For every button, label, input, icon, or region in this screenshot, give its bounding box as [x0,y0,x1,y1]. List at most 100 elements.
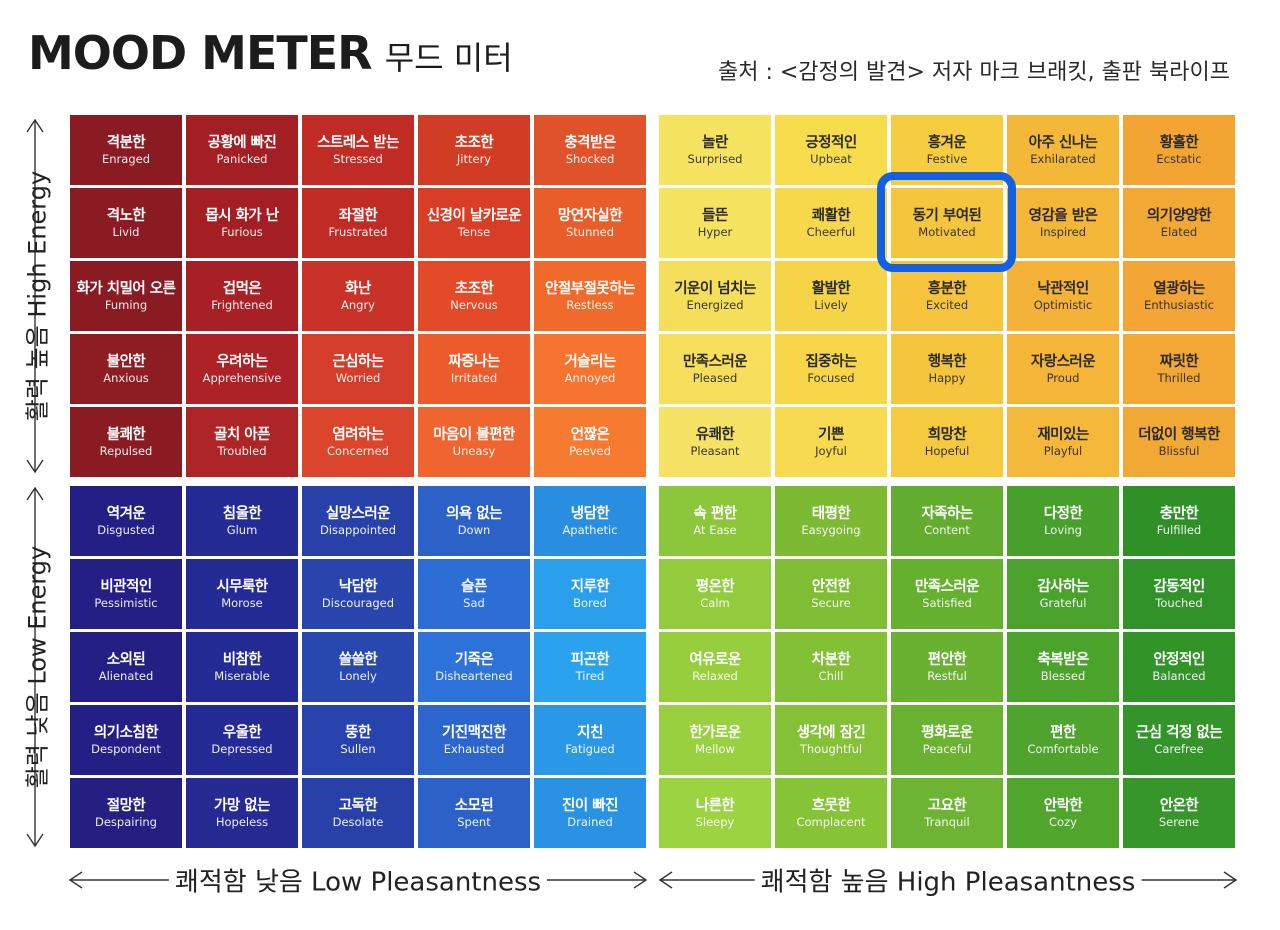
emotion-label-korean: 아주 신나는 [1028,134,1098,151]
emotion-cell: 의기소침한 Despondent [70,705,182,775]
emotion-label-english: Lively [814,297,848,312]
emotion-label-english: Exhausted [443,741,505,756]
emotion-label-english: Joyful [815,443,847,458]
emotion-label-english: Bored [573,595,607,610]
emotion-cell: 근심 걱정 없는 Carefree [1123,705,1235,775]
emotion-label-english: Livid [112,224,140,239]
emotion-label-korean: 뚱한 [345,724,371,741]
emotion-cell: 감동적인 Touched [1123,559,1235,629]
emotion-label-korean: 짜릿한 [1159,353,1199,370]
emotion-label-korean: 열광하는 [1153,280,1205,297]
emotion-label-english: Calm [700,595,730,610]
emotion-label-korean: 평온한 [695,578,735,595]
emotion-label-korean: 기쁜 [818,426,844,443]
x-axis-low-pleasantness-label: 쾌적함 낮음 Low Pleasantness [168,861,548,899]
emotion-cell: 마음이 불편한 Uneasy [418,407,530,477]
emotion-label-korean: 불안한 [106,353,146,370]
emotion-label-korean: 근심 걱정 없는 [1135,724,1223,741]
emotion-label-english: Enthusiastic [1144,297,1214,312]
emotion-cell: 슬픈 Sad [418,559,530,629]
emotion-cell: 좌절한 Frustrated [302,188,414,258]
x-axis-high-pleasantness: 쾌적함 높음 High Pleasantness [660,860,1236,900]
emotion-label-english: At Ease [693,522,737,537]
emotion-label-korean: 기진맥진한 [441,724,507,741]
emotion-cell: 언짢은 Peeved [534,407,646,477]
emotion-label-korean: 기죽은 [454,651,494,668]
emotion-cell: 한가로운 Mellow [659,705,771,775]
emotion-label-english: Focused [807,370,855,385]
emotion-cell: 나른한 Sleepy [659,778,771,848]
emotion-label-korean: 기운이 넘치는 [674,280,756,297]
emotion-label-korean: 편안한 [927,651,967,668]
emotion-label-korean: 골치 아픈 [214,426,270,443]
emotion-label-korean: 우울한 [222,724,262,741]
emotion-label-english: Balanced [1152,668,1206,683]
emotion-label-english: Apprehensive [202,370,282,385]
emotion-cell: 차분한 Chill [775,632,887,702]
emotion-label-english: Playful [1043,443,1083,458]
emotion-label-korean: 소외된 [106,651,146,668]
emotion-label-english: Complacent [796,814,866,829]
emotion-cell: 안정적인 Balanced [1123,632,1235,702]
emotion-cell: 지친 Fatigued [534,705,646,775]
emotion-label-korean: 긍정적인 [805,134,857,151]
emotion-label-english: Apathetic [562,522,618,537]
emotion-cell: 공황에 빠진 Panicked [186,115,298,185]
page-title: MOOD METER 무드 미터 [28,26,513,80]
emotion-label-english: Fuming [104,297,148,312]
emotion-label-english: Upbeat [810,151,852,166]
emotion-label-korean: 염려하는 [332,426,384,443]
emotion-cell: 흥분한 Excited [891,261,1003,331]
emotion-label-english: Lonely [339,668,377,683]
emotion-cell: 축복받은 Blessed [1007,632,1119,702]
emotion-label-korean: 동기 부여된 [912,207,982,224]
emotion-label-korean: 가망 없는 [214,797,270,814]
emotion-label-english: Troubled [217,443,267,458]
emotion-label-english: Alienated [98,668,154,683]
emotion-cell: 흐뭇한 Complacent [775,778,887,848]
emotion-cell: 가망 없는 Hopeless [186,778,298,848]
emotion-cell: 기쁜 Joyful [775,407,887,477]
emotion-cell: 골치 아픈 Troubled [186,407,298,477]
emotion-label-english: Energized [686,297,744,312]
emotion-cell: 들뜬 Hyper [659,188,771,258]
x-axis-high-pleasantness-label: 쾌적함 높음 High Pleasantness [754,861,1142,899]
emotion-label-english: Chill [818,668,844,683]
emotion-label-korean: 행복한 [927,353,967,370]
emotion-cell: 근심하는 Worried [302,334,414,404]
emotion-label-korean: 더없이 행복한 [1138,426,1220,443]
emotion-label-english: Irritated [450,370,498,385]
emotion-cell: 침울한 Glum [186,486,298,556]
emotion-cell: 다정한 Loving [1007,486,1119,556]
emotion-cell: 동기 부여된 Motivated [891,188,1003,258]
emotion-label-korean: 안정적인 [1153,651,1205,668]
emotion-label-english: Despondent [91,741,161,756]
emotion-label-english: Despairing [95,814,157,829]
emotion-cell: 속 편한 At Ease [659,486,771,556]
emotion-cell: 만족스러운 Satisfied [891,559,1003,629]
emotion-label-korean: 우려하는 [216,353,268,370]
emotion-label-korean: 놀란 [702,134,728,151]
emotion-label-english: Tired [575,668,605,683]
emotion-label-english: Repulsed [99,443,153,458]
emotion-label-english: Concerned [327,443,389,458]
emotion-label-english: Carefree [1154,741,1204,756]
emotion-cell: 안절부절못하는 Restless [534,261,646,331]
emotion-label-english: Furious [221,224,263,239]
emotion-label-korean: 황홀한 [1159,134,1199,151]
emotion-cell: 열광하는 Enthusiastic [1123,261,1235,331]
emotion-label-korean: 여유로운 [689,651,741,668]
emotion-label-korean: 격분한 [106,134,146,151]
emotion-label-korean: 지루한 [570,578,610,595]
emotion-label-english: Drained [567,814,613,829]
emotion-label-korean: 흥겨운 [927,134,967,151]
emotion-cell: 만족스러운 Pleased [659,334,771,404]
emotion-label-korean: 안락한 [1043,797,1083,814]
emotion-label-korean: 의기양양한 [1146,207,1212,224]
x-axis-low-pleasantness: 쾌적함 낮음 Low Pleasantness [70,860,646,900]
emotion-cell: 시무룩한 Morose [186,559,298,629]
emotion-label-english: Elated [1160,224,1198,239]
emotion-cell: 뚱한 Sullen [302,705,414,775]
emotion-label-english: Cozy [1049,814,1077,829]
emotion-label-english: Stunned [565,224,615,239]
